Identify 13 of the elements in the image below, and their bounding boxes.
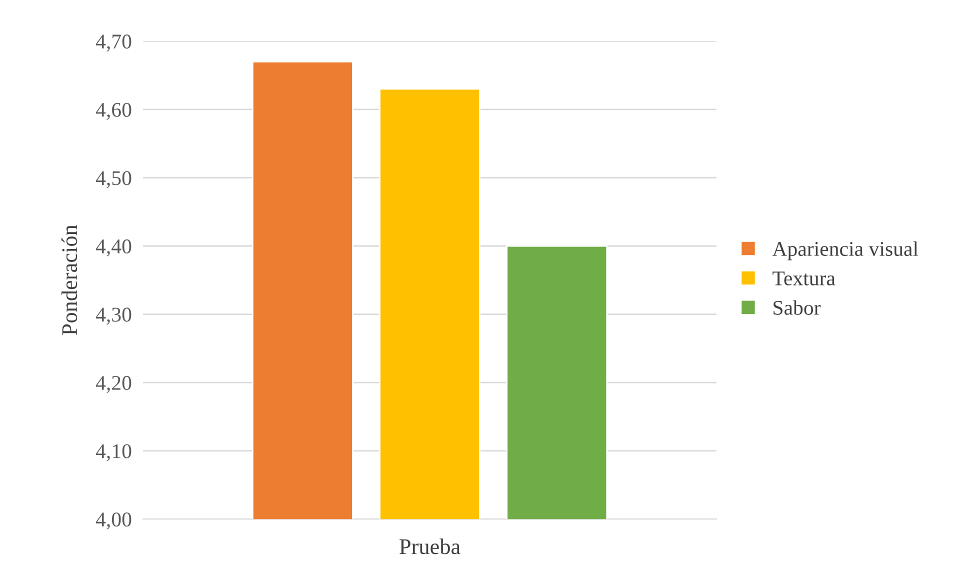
y-tick-label: 4,20 — [96, 376, 132, 393]
legend-label: Apariencia visual — [772, 241, 918, 260]
legend-label: Sabor — [774, 300, 821, 315]
y-tick-label: 4,10 — [96, 444, 132, 462]
legend-label: Textura — [772, 272, 836, 286]
y-tick-label: 4,40 — [96, 239, 132, 256]
y-tick-label: 4,30 — [96, 308, 132, 325]
y-tick-label: 4,60 — [96, 102, 132, 120]
y-tick-label: 4,50 — [96, 171, 132, 188]
y-tick-label: 4,00 — [96, 512, 132, 530]
x-axis-title: Prueba — [400, 538, 460, 554]
y-axis-title: Ponderación — [61, 224, 78, 336]
y-tick-label: 4,70 — [96, 34, 132, 52]
